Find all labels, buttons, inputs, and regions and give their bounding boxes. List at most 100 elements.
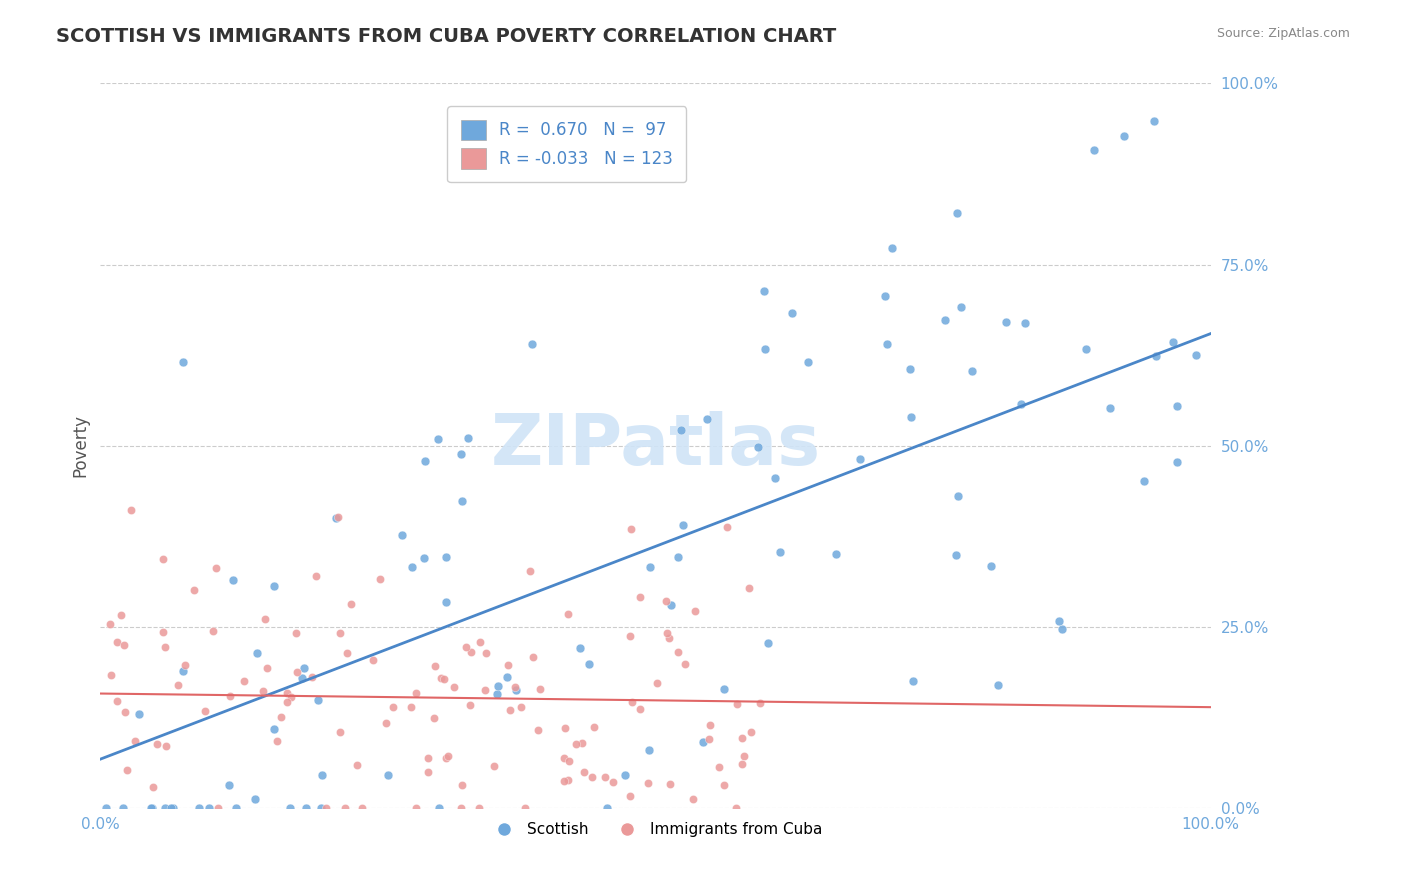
Point (128, 706, 150, 721)
Point (619, 522, 641, 536)
Point (336, 646, 359, 660)
Point (346, 757, 368, 772)
Point (754, 342, 776, 356)
Point (593, 770, 616, 784)
Point (153, 640, 176, 655)
Point (172, 355, 194, 369)
Text: SCOTTISH VS IMMIGRANTS FROM CUBA POVERTY CORRELATION CHART: SCOTTISH VS IMMIGRANTS FROM CUBA POVERTY… (56, 27, 837, 45)
Point (451, 778, 474, 792)
Point (311, 767, 333, 781)
Point (278, 801, 301, 815)
Point (405, 801, 427, 815)
Point (285, 665, 308, 680)
Point (361, 653, 384, 667)
Point (142, 780, 165, 795)
Point (669, 423, 692, 437)
Point (391, 528, 413, 542)
Point (301, 670, 323, 684)
Point (731, 731, 754, 745)
Point (619, 789, 641, 803)
Point (266, 734, 288, 748)
Point (1132, 474, 1154, 488)
Point (1050, 622, 1073, 636)
Point (194, 704, 217, 718)
Point (628, 702, 651, 716)
Point (124, 733, 146, 747)
Point (825, 547, 848, 561)
Legend: Scottish, Immigrants from Cuba: Scottish, Immigrants from Cuba (482, 816, 828, 844)
Point (496, 670, 519, 684)
Point (450, 494, 472, 508)
Point (697, 732, 720, 747)
Point (174, 658, 197, 673)
Point (1112, 128, 1135, 143)
Point (1166, 455, 1188, 469)
Point (401, 559, 423, 574)
Point (520, 336, 543, 351)
Point (246, 646, 269, 660)
Point (582, 720, 605, 734)
Point (434, 751, 457, 765)
Point (1185, 348, 1208, 362)
Point (162, 801, 184, 815)
Point (557, 607, 579, 621)
Y-axis label: Poverty: Poverty (72, 414, 89, 477)
Point (146, 737, 169, 751)
Point (513, 801, 536, 815)
Text: Source: ZipAtlas.com: Source: ZipAtlas.com (1216, 27, 1350, 40)
Point (374, 716, 396, 731)
Point (352, 801, 374, 815)
Point (486, 679, 509, 693)
Point (470, 635, 492, 649)
Point (945, 548, 967, 562)
Point (280, 690, 302, 704)
Point (505, 680, 527, 694)
Point (946, 489, 969, 503)
Point (433, 673, 456, 687)
Point (152, 551, 174, 566)
Point (450, 447, 472, 461)
Point (571, 736, 593, 750)
Point (172, 665, 194, 679)
Point (529, 682, 551, 697)
Point (505, 683, 527, 698)
Point (725, 698, 748, 712)
Point (782, 306, 804, 320)
Point (602, 774, 624, 789)
Point (1144, 349, 1167, 363)
Point (1014, 316, 1036, 330)
Point (946, 206, 969, 220)
Point (658, 631, 681, 645)
Point (522, 649, 544, 664)
Point (572, 764, 595, 779)
Point (114, 706, 136, 720)
Point (436, 595, 458, 609)
Point (527, 723, 550, 738)
Point (166, 678, 188, 692)
Point (647, 676, 669, 690)
Point (105, 694, 128, 708)
Point (482, 759, 505, 773)
Point (657, 626, 679, 640)
Point (740, 724, 762, 739)
Point (554, 721, 576, 735)
Point (329, 625, 352, 640)
Point (898, 362, 921, 376)
Point (120, 502, 142, 516)
Point (112, 638, 135, 652)
Point (117, 763, 139, 777)
Point (754, 284, 776, 298)
Point (427, 432, 450, 446)
Point (666, 645, 689, 659)
Point (558, 754, 581, 768)
Point (457, 431, 479, 445)
Point (628, 591, 651, 605)
Point (565, 737, 588, 751)
Point (98, 616, 121, 631)
Point (315, 801, 337, 815)
Point (875, 289, 897, 303)
Point (737, 581, 759, 595)
Point (666, 549, 689, 564)
Point (207, 801, 229, 815)
Point (276, 695, 298, 709)
